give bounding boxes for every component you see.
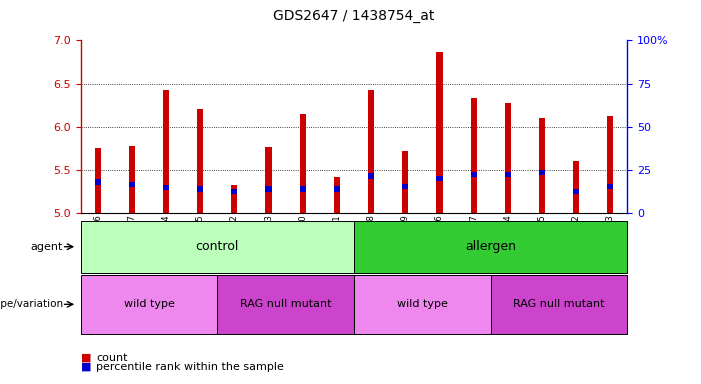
Text: RAG null mutant: RAG null mutant — [513, 299, 605, 310]
Bar — [299, 114, 306, 213]
Text: ■: ■ — [81, 353, 91, 363]
Bar — [231, 185, 238, 213]
Bar — [607, 184, 613, 189]
Bar — [197, 186, 203, 192]
Bar — [436, 51, 442, 213]
Bar — [539, 118, 545, 213]
Bar — [197, 109, 203, 213]
Bar — [573, 161, 579, 213]
Bar — [129, 182, 135, 187]
Text: percentile rank within the sample: percentile rank within the sample — [96, 362, 284, 372]
Bar — [334, 186, 340, 192]
Bar — [505, 103, 511, 213]
Bar — [470, 172, 477, 177]
Text: ■: ■ — [81, 362, 91, 372]
Bar — [231, 189, 238, 194]
Bar — [368, 89, 374, 213]
Bar — [95, 179, 101, 185]
Bar — [470, 98, 477, 213]
Text: count: count — [96, 353, 128, 363]
Text: genotype/variation: genotype/variation — [0, 299, 63, 310]
Text: allergen: allergen — [465, 240, 516, 253]
Bar — [402, 151, 409, 213]
Bar — [539, 170, 545, 175]
Bar — [368, 174, 374, 179]
Text: agent: agent — [31, 242, 63, 252]
Bar — [95, 148, 101, 213]
Bar — [334, 177, 340, 213]
Bar — [607, 116, 613, 213]
Text: control: control — [196, 240, 239, 253]
Bar — [163, 91, 169, 213]
Bar — [266, 186, 272, 192]
Bar — [573, 189, 579, 194]
Bar — [436, 176, 442, 181]
Text: wild type: wild type — [397, 299, 448, 310]
Text: GDS2647 / 1438754_at: GDS2647 / 1438754_at — [273, 9, 435, 23]
Bar — [266, 147, 272, 213]
Bar — [402, 184, 409, 189]
Text: wild type: wild type — [123, 299, 175, 310]
Bar — [129, 146, 135, 213]
Bar — [299, 186, 306, 192]
Text: RAG null mutant: RAG null mutant — [240, 299, 332, 310]
Bar — [163, 185, 169, 190]
Bar — [505, 172, 511, 177]
